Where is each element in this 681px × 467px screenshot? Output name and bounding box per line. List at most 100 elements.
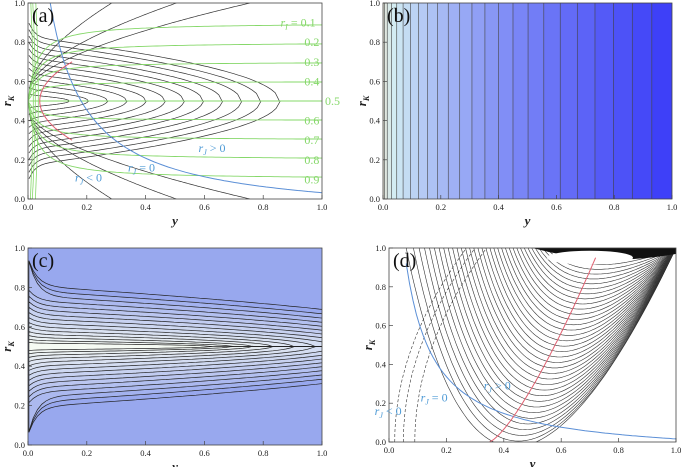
level-label: 0.3	[304, 55, 319, 69]
x-tick-label: 0.2	[441, 445, 452, 455]
band	[387, 3, 392, 199]
band	[418, 3, 428, 199]
contour-line	[394, 248, 467, 442]
contour-line	[29, 112, 112, 199]
x-axis-label: y	[528, 456, 536, 467]
plot-area	[394, 248, 676, 442]
y-tick-label: 0.8	[369, 37, 380, 47]
band	[396, 3, 404, 199]
band	[459, 3, 473, 199]
y-tick-label: 0.0	[369, 194, 380, 204]
contour-line	[481, 248, 676, 358]
level-line	[28, 101, 322, 121]
contour-line	[405, 248, 676, 442]
contour-line	[438, 248, 676, 413]
x-tick-label: 0.8	[609, 202, 620, 212]
plot-area	[28, 3, 322, 199]
x-tick-label: 1.0	[667, 202, 678, 212]
level-line	[28, 102, 322, 140]
x-tick-label: 0.6	[199, 448, 210, 458]
subscript: J	[80, 177, 84, 186]
subscript: J	[203, 148, 207, 157]
band	[471, 3, 486, 199]
level-line	[28, 103, 322, 178]
symbol: r	[280, 16, 285, 30]
band	[448, 3, 461, 199]
band	[543, 3, 561, 199]
plot-area	[383, 3, 672, 199]
x-tick-label: 0.2	[81, 202, 92, 212]
band	[632, 3, 653, 199]
panel-label: (c)	[32, 250, 54, 272]
frame	[388, 247, 677, 443]
annotation: rJ > 0	[199, 141, 226, 157]
white-region	[546, 250, 633, 265]
symbol: r	[199, 141, 204, 155]
contour-line	[35, 3, 39, 199]
band	[391, 3, 398, 199]
y-tick-label: 0.2	[375, 398, 386, 408]
contour-band	[28, 342, 322, 351]
contour-line	[469, 248, 676, 374]
contour-line	[508, 248, 676, 320]
contour-line	[447, 248, 676, 402]
contour-line	[505, 248, 676, 326]
band	[560, 3, 578, 199]
subscript: J	[425, 397, 429, 406]
contour-line	[461, 248, 676, 385]
contour-line	[418, 248, 676, 436]
contour-line	[538, 248, 676, 280]
y-tick-label: 0.0	[375, 437, 386, 447]
y-tick-label: 0.4	[14, 116, 25, 126]
y-tick-label: 0.6	[369, 76, 380, 86]
frame	[382, 2, 673, 200]
contour-line	[465, 248, 676, 380]
subscript: I	[284, 23, 288, 32]
y-tick-label: 0.2	[14, 155, 25, 165]
contour-line	[493, 248, 676, 342]
text: > 0	[495, 379, 511, 393]
level-label: 0.8	[304, 153, 319, 167]
text: > 0	[210, 141, 226, 155]
contour-line	[29, 112, 177, 199]
text: = 0	[139, 161, 155, 175]
annotation: rI = 0.1	[280, 16, 315, 32]
band	[410, 3, 419, 199]
band	[484, 3, 499, 199]
level-label: 0.5	[325, 94, 340, 108]
band	[437, 3, 449, 199]
y-tick-label: 0.6	[375, 321, 386, 331]
text: = 0	[432, 390, 448, 404]
y-tick-label: 1.0	[369, 0, 380, 8]
x-axis-label: y	[523, 213, 531, 228]
y-tick-label: 0.6	[14, 322, 25, 332]
x-axis-label: y	[170, 213, 178, 228]
contour-line	[489, 248, 676, 347]
contour-line	[434, 248, 676, 419]
text: < 0	[86, 170, 102, 184]
band	[384, 3, 388, 199]
x-tick-label: 0.4	[498, 445, 509, 455]
level-label: 0.7	[304, 133, 319, 147]
x-tick-label: 0.6	[556, 445, 567, 455]
frame	[27, 247, 323, 446]
contour-line	[535, 248, 676, 285]
panel-label: (d)	[393, 250, 416, 272]
subscript: J	[379, 411, 383, 420]
x-tick-label: 0.4	[140, 448, 151, 458]
contour-line	[485, 248, 676, 352]
x-tick-label: 0.2	[81, 448, 92, 458]
contour-line	[424, 248, 676, 431]
contour-line	[29, 3, 251, 90]
symbol: r	[360, 344, 375, 350]
subscript: J	[488, 386, 492, 395]
band	[651, 3, 672, 199]
contour-line	[520, 248, 676, 305]
frame	[27, 2, 323, 200]
subscript: K	[368, 339, 377, 346]
x-tick-label: 1.0	[671, 445, 681, 455]
contour-line	[452, 248, 676, 397]
contour-line	[29, 3, 177, 90]
level-label: 0.1	[301, 16, 316, 30]
x-tick-label: 0.0	[378, 202, 389, 212]
